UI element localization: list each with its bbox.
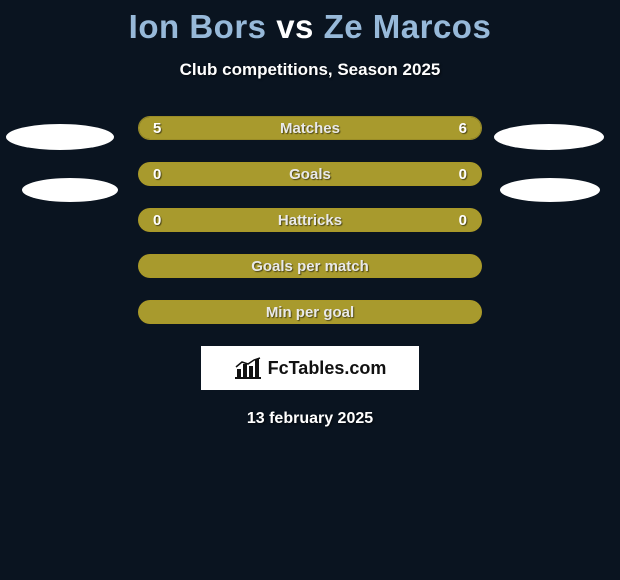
stat-value-left: 0	[139, 212, 242, 229]
decorative-ellipse	[6, 124, 114, 150]
stat-label: Hattricks	[242, 212, 379, 229]
stat-row: 0Hattricks0	[138, 208, 482, 232]
decorative-ellipse	[22, 178, 118, 202]
stat-value-left: 0	[139, 166, 242, 183]
stat-label: Goals per match	[242, 258, 379, 275]
title-player2: Ze Marcos	[324, 8, 492, 45]
title-vs: vs	[276, 8, 314, 45]
stat-row: 0Goals0	[138, 162, 482, 186]
title-player1: Ion Bors	[129, 8, 267, 45]
stat-label: Goals	[242, 166, 379, 183]
source-badge: FcTables.com	[201, 346, 419, 390]
stat-value-right: 0	[378, 166, 481, 183]
stat-value-right: 0	[378, 212, 481, 229]
stat-row: 5Matches6	[138, 116, 482, 140]
date-text: 13 february 2025	[0, 410, 620, 428]
page-title: Ion Bors vs Ze Marcos	[0, 0, 620, 46]
stat-label: Matches	[242, 120, 379, 137]
comparison-chart: 5Matches60Goals00Hattricks0Goals per mat…	[138, 116, 482, 324]
stat-row: Min per goal	[138, 300, 482, 324]
bar-chart-icon	[234, 357, 262, 379]
source-badge-text: FcTables.com	[268, 358, 387, 379]
subtitle: Club competitions, Season 2025	[0, 60, 620, 80]
stat-label: Min per goal	[242, 304, 379, 321]
stat-row: Goals per match	[138, 254, 482, 278]
stat-value-left: 5	[139, 120, 242, 137]
decorative-ellipse	[500, 178, 600, 202]
decorative-ellipse	[494, 124, 604, 150]
stat-value-right: 6	[378, 120, 481, 137]
